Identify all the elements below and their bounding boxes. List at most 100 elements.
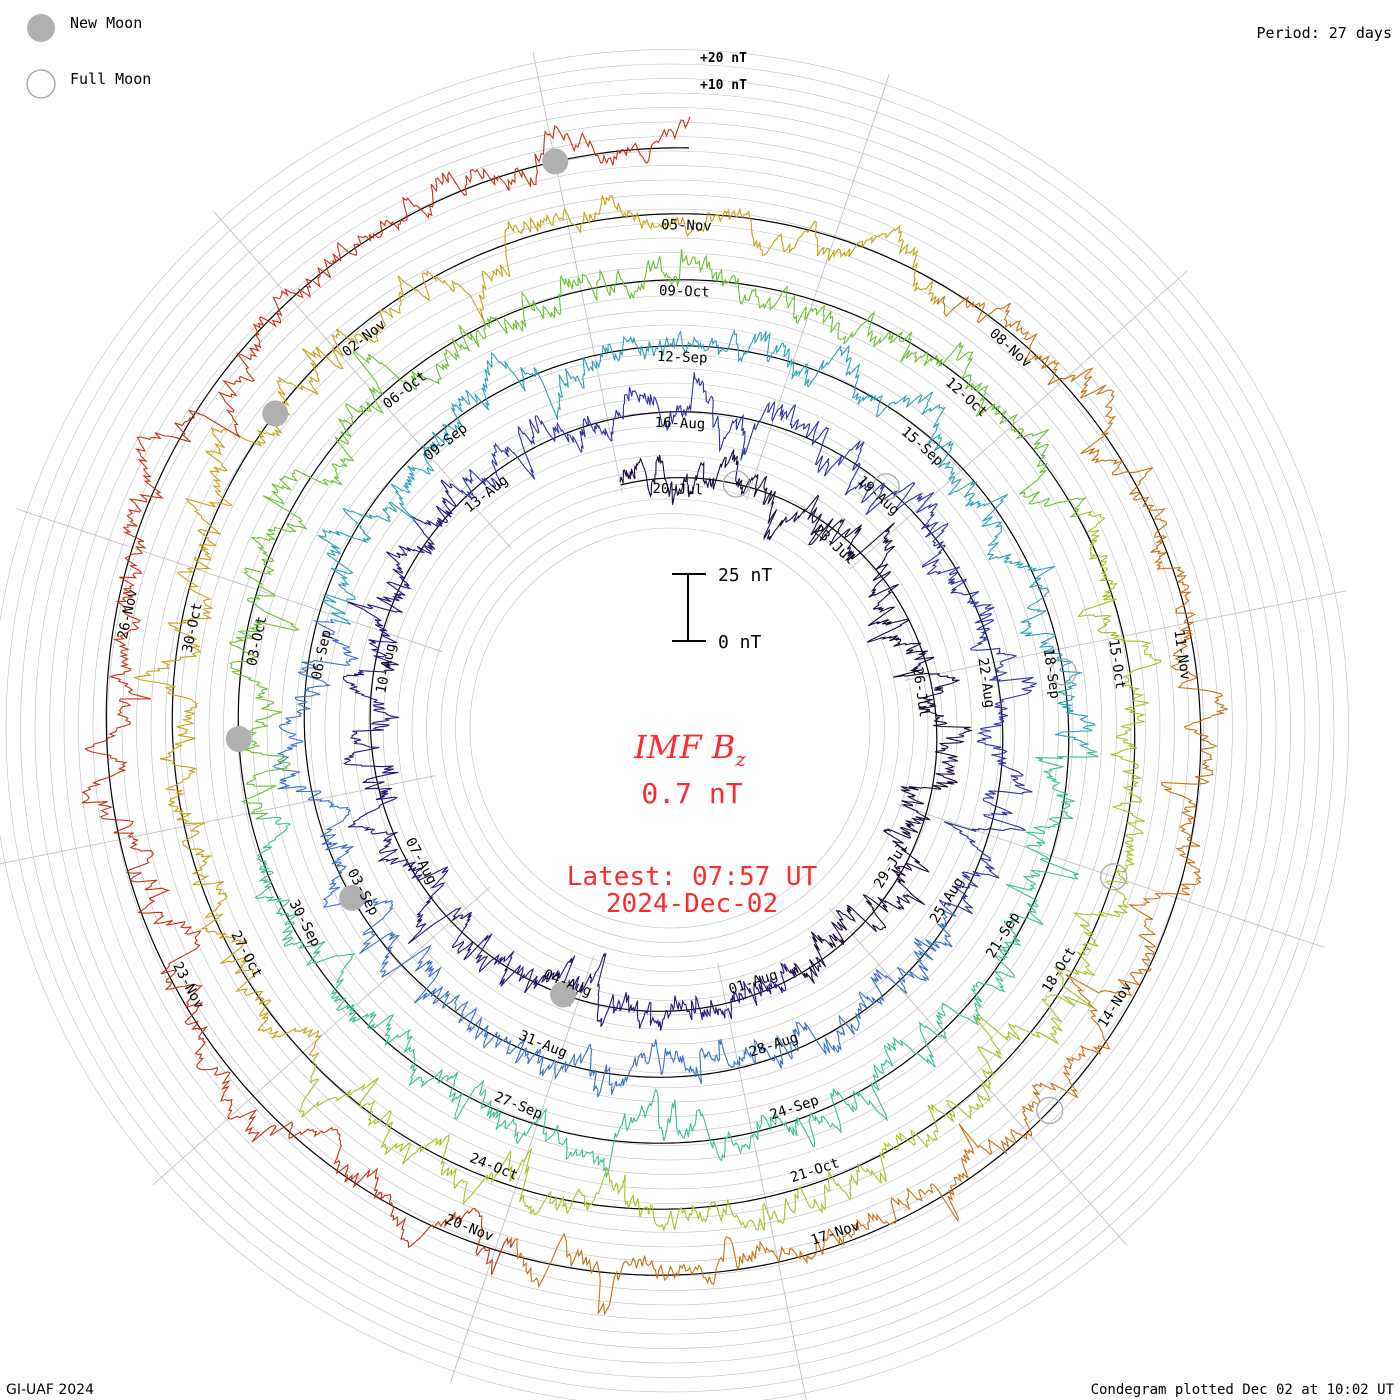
full-moon-legend-icon (26, 69, 56, 99)
new-moon-legend-icon (27, 14, 55, 42)
grid-ring (266, 324, 1074, 1132)
legend: New Moon Full Moon (26, 14, 151, 99)
bz-trace-segment (81, 116, 691, 1276)
bz-trace-segment (254, 746, 1099, 1178)
radial-spoke (450, 955, 595, 1383)
full-moon-marker (722, 470, 750, 498)
scale-bar: 25 nT 0 nT (672, 565, 772, 653)
radial-spoke (849, 270, 1188, 570)
grid-ring (223, 281, 1117, 1175)
date-label: 05-Nov (661, 217, 712, 235)
grid-ring (281, 339, 1059, 1117)
grid-ring (455, 513, 885, 943)
date-label: 03-Oct (244, 615, 270, 668)
date-label: 06-Sep (309, 628, 335, 681)
date-label: 24-Sep (768, 1092, 821, 1123)
latest-time: Latest: 07:57 UT (567, 862, 818, 892)
center-readout: IMF Bz 0.7 nT Latest: 07:57 UT 2024-Dec-… (567, 728, 818, 919)
radial-spoke (828, 907, 1128, 1246)
full-moon-marker (1100, 863, 1128, 891)
scale-bar-bottom-label: 0 nT (718, 632, 762, 653)
grid-ring (5, 63, 1335, 1393)
grid-ring (194, 252, 1146, 1204)
grid-ring (426, 484, 914, 972)
date-label: 10-Aug (373, 642, 399, 695)
radial-spoke (0, 775, 435, 865)
grid-rings (0, 49, 1349, 1400)
grid-ring (165, 223, 1175, 1233)
bz-trace-segment (514, 295, 1228, 1316)
grid-ring (324, 382, 1016, 1074)
baseline-spirals (105, 147, 1202, 1276)
radial-spoke (897, 803, 1325, 948)
bz-trace-segment (317, 328, 1097, 748)
scale-bar-top-label: 25 nT (718, 565, 772, 586)
grid-ring (368, 426, 972, 1030)
grid-ring (208, 266, 1132, 1190)
grid-ring (78, 136, 1262, 1320)
radial-spoke (15, 508, 443, 653)
grid-ring (295, 353, 1045, 1103)
date-label: 01-Aug (727, 967, 780, 998)
grid-ring (397, 455, 943, 1001)
bz-trace-segment (342, 479, 796, 1031)
parameter-title: IMF Bz (633, 728, 746, 771)
grid-ring (49, 107, 1291, 1349)
radial-spokes (0, 51, 1347, 1400)
date-label: 11-Nov (1170, 629, 1193, 681)
date-label: 26-Jul (909, 666, 932, 718)
grid-ring (34, 92, 1306, 1364)
bz-trace-segment (619, 449, 973, 984)
date-label: 22-Aug (974, 657, 997, 709)
bz-trace-segment (451, 372, 1038, 915)
baseline-spiral (105, 147, 1202, 1276)
date-label: 12-Sep (657, 349, 708, 367)
ring-scale-label-20: +20 nT (700, 51, 747, 66)
date-label: 20-Nov (443, 1211, 496, 1245)
period-label: Period: 27 days (1257, 24, 1392, 42)
grid-ring (469, 527, 871, 929)
latest-date: 2024-Dec-02 (606, 889, 778, 919)
new-moon-marker (339, 884, 366, 911)
radial-spoke (212, 210, 512, 549)
date-label: 15-Oct (1105, 638, 1128, 690)
full-moon-marker (1036, 1096, 1064, 1125)
date-label: 09-Oct (659, 283, 710, 301)
new-moon-marker (550, 981, 577, 1008)
grid-ring (252, 310, 1088, 1146)
radial-spoke (532, 51, 623, 493)
full-moon-legend-label: Full Moon (70, 70, 151, 88)
grid-ring (20, 78, 1320, 1378)
radial-spoke (905, 590, 1347, 681)
grid-ring (440, 498, 900, 958)
radial-spoke (717, 963, 807, 1400)
new-moon-marker (542, 148, 569, 175)
date-label: 18-Sep (1040, 647, 1063, 699)
new-moon-legend-label: New Moon (70, 14, 142, 32)
moon-markers (225, 148, 1128, 1125)
ring-scale-label-10: +10 nT (700, 78, 747, 93)
grid-ring (411, 469, 929, 987)
date-label: 20-Jul (652, 481, 703, 499)
grid-ring (63, 121, 1277, 1335)
radial-spoke (152, 886, 491, 1186)
current-value: 0.7 nT (641, 777, 742, 810)
full-moon-marker (872, 473, 900, 501)
date-label: 26-Nov (115, 588, 141, 641)
grid-ring (0, 49, 1349, 1400)
bz-traces (81, 116, 1228, 1316)
bz-trace-segment (298, 510, 1162, 1232)
plotted-label: Condegram plotted Dec 02 at 10:02 UT (1091, 1382, 1395, 1398)
new-moon-marker (225, 725, 252, 752)
bz-trace-segment (273, 619, 957, 1098)
grid-ring (150, 208, 1190, 1248)
grid-ring (92, 150, 1248, 1306)
grid-ring (136, 194, 1204, 1262)
full-moon-marker (1049, 658, 1077, 686)
radial-spoke (745, 73, 890, 501)
date-label: 21-Oct (788, 1155, 841, 1186)
bz-trace-segment (228, 249, 1088, 820)
grid-ring (121, 179, 1219, 1277)
grid-ring (339, 397, 1001, 1059)
